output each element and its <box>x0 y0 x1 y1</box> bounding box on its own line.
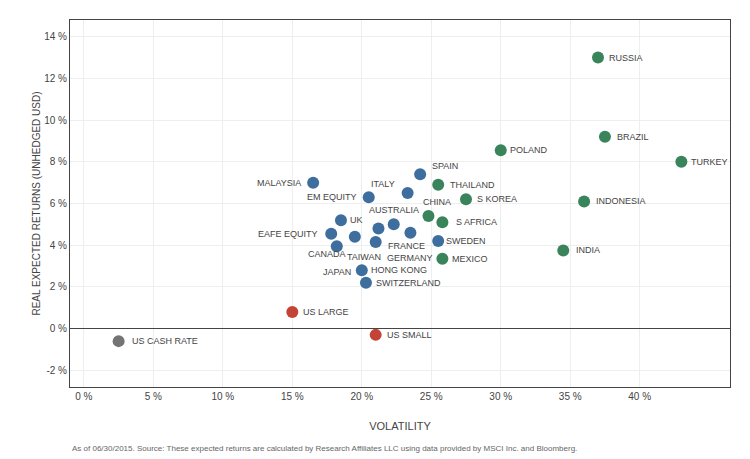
svg-text:US LARGE: US LARGE <box>303 307 349 317</box>
svg-text:MALAYSIA: MALAYSIA <box>257 178 301 188</box>
svg-text:S KOREA: S KOREA <box>477 194 517 204</box>
svg-text:RUSSIA: RUSSIA <box>609 53 643 63</box>
svg-text:VOLATILITY: VOLATILITY <box>369 420 431 432</box>
svg-text:INDIA: INDIA <box>576 245 600 255</box>
svg-text:SPAIN: SPAIN <box>432 161 458 171</box>
svg-text:EAFE EQUITY: EAFE EQUITY <box>258 229 318 239</box>
svg-text:15 %: 15 % <box>281 391 304 402</box>
svg-text:TURKEY: TURKEY <box>691 157 728 167</box>
svg-text:GERMANY: GERMANY <box>387 253 433 263</box>
svg-text:FRANCE: FRANCE <box>388 241 425 251</box>
svg-text:SWEDEN: SWEDEN <box>446 236 486 246</box>
svg-text:14 %: 14 % <box>44 31 67 42</box>
svg-text:JAPAN: JAPAN <box>323 267 351 277</box>
svg-text:-2 %: -2 % <box>46 365 67 376</box>
svg-text:UK: UK <box>350 215 363 225</box>
svg-text:AUSTRALIA: AUSTRALIA <box>369 205 419 215</box>
svg-text:12 %: 12 % <box>44 73 67 84</box>
svg-text:US SMALL: US SMALL <box>387 330 432 340</box>
svg-text:10 %: 10 % <box>44 115 67 126</box>
svg-text:20 %: 20 % <box>350 391 373 402</box>
svg-text:ITALY: ITALY <box>371 179 395 189</box>
svg-text:0 %: 0 % <box>50 323 67 334</box>
svg-text:40 %: 40 % <box>628 391 651 402</box>
svg-text:35 %: 35 % <box>559 391 582 402</box>
svg-text:4 %: 4 % <box>50 240 67 251</box>
svg-text:EM EQUITY: EM EQUITY <box>307 192 357 202</box>
svg-text:6 %: 6 % <box>50 198 67 209</box>
svg-text:CANADA: CANADA <box>308 249 346 259</box>
svg-text:As of 06/30/2015. Source: Thes: As of 06/30/2015. Source: These expected… <box>72 444 577 453</box>
svg-text:POLAND: POLAND <box>510 145 548 155</box>
svg-text:US CASH RATE: US CASH RATE <box>132 336 198 346</box>
svg-text:8 %: 8 % <box>50 156 67 167</box>
svg-text:TAIWAN: TAIWAN <box>347 252 381 262</box>
svg-text:0 %: 0 % <box>75 391 92 402</box>
svg-text:BRAZIL: BRAZIL <box>617 132 649 142</box>
svg-text:SWITZERLAND: SWITZERLAND <box>376 278 441 288</box>
svg-text:10 %: 10 % <box>211 391 234 402</box>
svg-text:CHINA: CHINA <box>423 197 451 207</box>
svg-text:THAILAND: THAILAND <box>450 180 495 190</box>
svg-text:HONG KONG: HONG KONG <box>371 265 427 275</box>
svg-text:REAL EXPECTED RETURNS (UNHEDGE: REAL EXPECTED RETURNS (UNHEDGED USD) <box>31 91 42 315</box>
svg-text:INDONESIA: INDONESIA <box>596 196 646 206</box>
svg-text:5 %: 5 % <box>145 391 162 402</box>
svg-text:30 %: 30 % <box>489 391 512 402</box>
svg-text:MEXICO: MEXICO <box>452 254 488 264</box>
svg-text:25 %: 25 % <box>420 391 443 402</box>
svg-text:S AFRICA: S AFRICA <box>456 217 497 227</box>
svg-text:2 %: 2 % <box>50 281 67 292</box>
